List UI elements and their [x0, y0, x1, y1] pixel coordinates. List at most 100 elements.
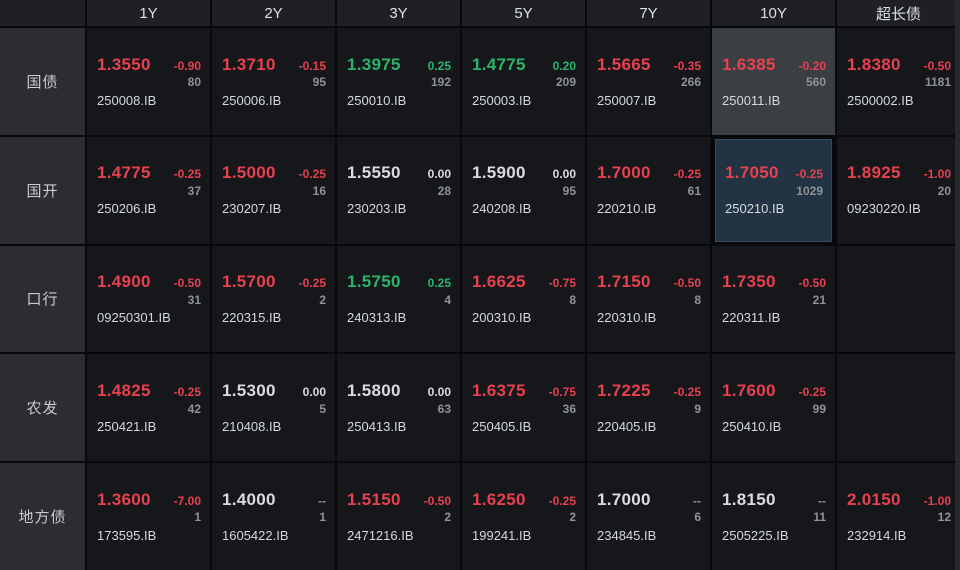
change-value: -0.25	[548, 493, 576, 508]
bond-code: 173595.IB	[97, 527, 157, 543]
bond-cell-empty[interactable]	[837, 245, 960, 353]
bond-cell[interactable]: 1.4775 -0.25 37 250206.IB	[87, 136, 210, 244]
bond-cell[interactable]: 1.7000 -- 6 234845.IB	[587, 463, 710, 570]
yield-value: 1.4825	[97, 381, 151, 401]
bond-cell[interactable]: 1.6385 -0.20 560 250011.IB	[712, 28, 835, 135]
column-header-1y[interactable]: 1Y	[87, 0, 210, 26]
bond-cell[interactable]: 1.5750 0.25 4 240313.IB	[337, 245, 460, 353]
bond-cell[interactable]: 1.5000 -0.25 16 230207.IB	[212, 136, 335, 244]
bond-cell[interactable]: 1.3600 -7.00 1 173595.IB	[87, 463, 210, 570]
bond-cell[interactable]: 1.5665 -0.35 266 250007.IB	[587, 28, 710, 135]
row-label-treasury[interactable]: 国债	[0, 28, 85, 135]
yield-value: 1.4775	[97, 163, 151, 183]
bond-cell[interactable]: 1.7350 -0.50 21 220311.IB	[712, 245, 835, 353]
row-label-adbc[interactable]: 农发	[0, 354, 85, 462]
volume-value: 61	[687, 183, 701, 198]
bond-cell[interactable]: 1.7225 -0.25 9 220405.IB	[587, 354, 710, 462]
change-value: -0.25	[795, 167, 823, 182]
change-value: 0.00	[302, 385, 326, 400]
bond-code: 240208.IB	[472, 201, 532, 217]
bond-code: 199241.IB	[472, 527, 532, 543]
bond-code: 230203.IB	[347, 201, 407, 217]
bond-cell[interactable]: 1.7150 -0.50 8 220310.IB	[587, 245, 710, 353]
change-value: -0.35	[673, 58, 701, 73]
volume-value: 95	[312, 75, 326, 90]
volume-value: 99	[812, 401, 826, 416]
bond-cell[interactable]: 1.6625 -0.75 8 200310.IB	[462, 245, 585, 353]
bond-cell[interactable]: 1.4000 -- 1 1605422.IB	[212, 463, 335, 570]
bond-cell[interactable]: 1.6375 -0.75 36 250405.IB	[462, 354, 585, 462]
bond-cell[interactable]: 1.4900 -0.50 31 09250301.IB	[87, 245, 210, 353]
bond-cell[interactable]: 1.5550 0.00 28 230203.IB	[337, 136, 460, 244]
row-label-local-gov[interactable]: 地方债	[0, 463, 85, 570]
bond-cell[interactable]: 1.5300 0.00 5 210408.IB	[212, 354, 335, 462]
yield-value: 1.6385	[722, 54, 776, 74]
change-value: 0.00	[427, 167, 451, 182]
bond-cell[interactable]: 1.3975 0.25 192 250010.IB	[337, 28, 460, 135]
yield-value: 1.3600	[97, 489, 151, 509]
volume-value: 42	[187, 401, 201, 416]
quote-line: 1.8150 --	[722, 490, 826, 510]
bond-cell[interactable]: 1.6250 -0.25 2 199241.IB	[462, 463, 585, 570]
quote-line: 1.5000 -0.25	[222, 163, 326, 183]
yield-value: 1.5000	[222, 163, 276, 183]
column-header-3y[interactable]: 3Y	[337, 0, 460, 26]
bond-code: 210408.IB	[222, 418, 282, 434]
bond-cell[interactable]: 1.4825 -0.25 42 250421.IB	[87, 354, 210, 462]
bond-code: 220310.IB	[597, 310, 657, 326]
bond-code: 220315.IB	[222, 310, 282, 326]
change-value: 0.00	[552, 167, 576, 182]
bond-cell[interactable]: 1.8925 -1.00 20 09230220.IB	[837, 136, 960, 244]
yield-value: 1.7000	[597, 163, 651, 183]
bond-cell[interactable]: 1.5900 0.00 95 240208.IB	[462, 136, 585, 244]
bond-cell[interactable]: 1.8380 -0.50 1181 2500002.IB	[837, 28, 960, 135]
bond-cell[interactable]: 1.7050 -0.25 1029 250210.IB	[715, 138, 832, 242]
bond-cell[interactable]: 1.3550 -0.90 80 250008.IB	[87, 28, 210, 135]
bond-cell[interactable]: 1.5800 0.00 63 250413.IB	[337, 354, 460, 462]
quote-line: 1.3550 -0.90	[97, 55, 201, 75]
quote-line: 1.5700 -0.25	[222, 272, 326, 292]
volume-value: 209	[555, 75, 576, 90]
bond-code: 250011.IB	[722, 92, 781, 108]
column-header-7y[interactable]: 7Y	[587, 0, 710, 26]
bond-cell[interactable]: 1.4775 0.20 209 250003.IB	[462, 28, 585, 135]
bond-code: 1605422.IB	[222, 527, 289, 543]
yield-value: 1.7350	[722, 272, 776, 292]
column-header-2y[interactable]: 2Y	[212, 0, 335, 26]
scrollbar-track[interactable]	[955, 0, 960, 570]
volume-value: 36	[562, 401, 576, 416]
quote-line: 1.8925 -1.00	[847, 163, 951, 183]
yield-value: 1.5700	[222, 272, 276, 292]
column-header-super-long[interactable]: 超长债	[837, 0, 960, 26]
bond-code: 230207.IB	[222, 201, 282, 217]
bond-cell[interactable]: 1.3710 -0.15 95 250006.IB	[212, 28, 335, 135]
yield-value: 1.5150	[347, 489, 401, 509]
change-value: -1.00	[923, 167, 951, 182]
bond-code: 09250301.IB	[97, 310, 171, 326]
bond-cell[interactable]: 2.0150 -1.00 12 232914.IB	[837, 463, 960, 570]
row-label-cdb[interactable]: 国开	[0, 136, 85, 244]
change-value: -0.25	[673, 167, 701, 182]
yield-value: 1.5900	[472, 163, 526, 183]
bond-code: 250006.IB	[222, 92, 282, 108]
volume-value: 16	[312, 183, 326, 198]
bond-cell[interactable]: 1.8150 -- 11 2505225.IB	[712, 463, 835, 570]
column-header-10y[interactable]: 10Y	[712, 0, 835, 26]
row-label-exim[interactable]: 口行	[0, 245, 85, 353]
yield-value: 1.7225	[597, 381, 651, 401]
quote-line: 1.7350 -0.50	[722, 272, 826, 292]
quote-line: 1.8380 -0.50	[847, 55, 951, 75]
quote-line: 1.5150 -0.50	[347, 490, 451, 510]
bond-cell-empty[interactable]	[837, 354, 960, 462]
bond-cell[interactable]: 1.7600 -0.25 99 250410.IB	[712, 354, 835, 462]
change-value: --	[693, 493, 701, 508]
bond-cell[interactable]: 1.7000 -0.25 61 220210.IB	[587, 136, 710, 244]
volume-value: 80	[187, 75, 201, 90]
yield-value: 2.0150	[847, 489, 901, 509]
bond-cell[interactable]: 1.5700 -0.25 2 220315.IB	[212, 245, 335, 353]
column-header-5y[interactable]: 5Y	[462, 0, 585, 26]
bond-cell[interactable]: 1.5150 -0.50 2 2471216.IB	[337, 463, 460, 570]
bond-code: 250003.IB	[472, 92, 532, 108]
bond-code: 250405.IB	[472, 418, 532, 434]
change-value: --	[818, 493, 826, 508]
